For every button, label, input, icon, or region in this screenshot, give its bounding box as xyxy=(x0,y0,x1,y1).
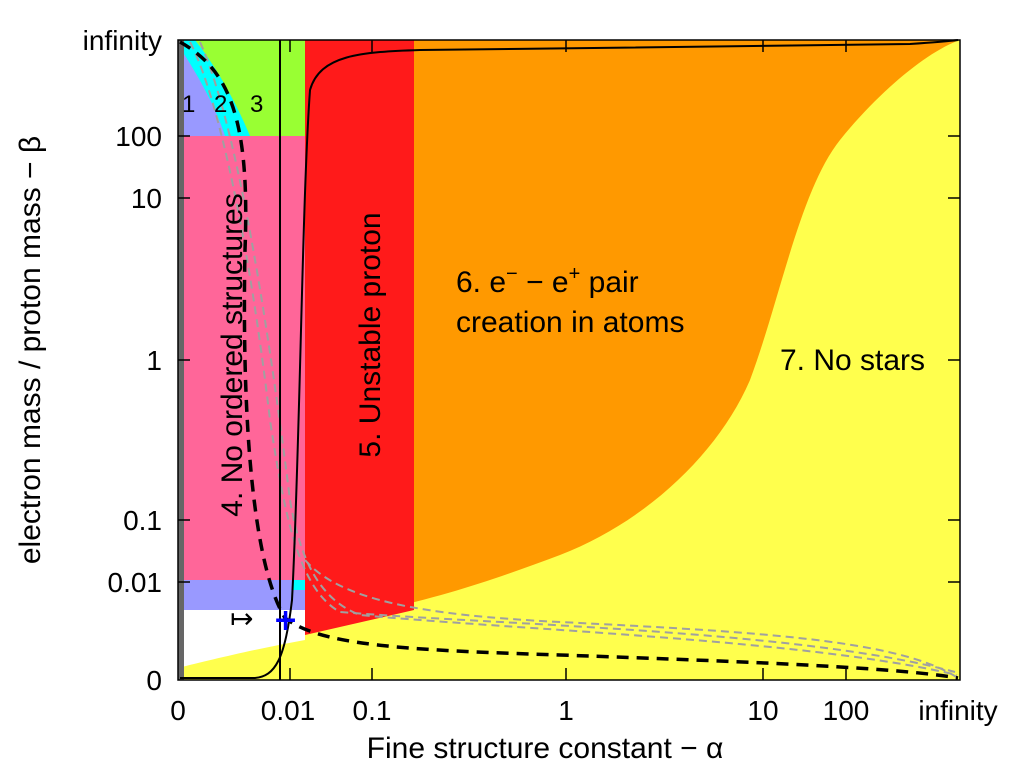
region-5-label: 5. Unstable proton xyxy=(354,212,387,457)
black-dashed-curve xyxy=(179,40,959,680)
x-axis-title: Fine structure constant − α xyxy=(367,732,724,765)
y-tick-label-0.01: 0.01 xyxy=(108,567,163,598)
x-tick-label-infinity: infinity xyxy=(918,695,997,726)
marker-point: + xyxy=(273,603,298,638)
x-tick-label-10: 10 xyxy=(747,695,778,726)
y-tick-label-0.1: 0.1 xyxy=(123,505,162,536)
x-tick-label-0.1: 0.1 xyxy=(353,695,392,726)
region-5-unstable-proton xyxy=(305,40,414,635)
y-tick-label-10: 10 xyxy=(131,183,162,214)
region-2-strip xyxy=(292,580,305,590)
x-tick-label-0.01: 0.01 xyxy=(261,695,316,726)
region-1-strip xyxy=(178,580,305,610)
region-1 xyxy=(178,45,225,136)
y-tick-label-100: 100 xyxy=(115,121,162,152)
y-tick-label-0: 0 xyxy=(146,665,162,696)
x-tick-label-0: 0 xyxy=(170,695,186,726)
region-6-pair-creation xyxy=(305,40,960,625)
marker-arrow: ↦ xyxy=(230,602,253,635)
region-1-label: 1 xyxy=(182,91,195,118)
region-6-label-line2: creation in atoms xyxy=(456,306,684,339)
y-tick-label-1: 1 xyxy=(146,345,162,376)
gray-dashed-curves xyxy=(189,41,959,679)
y-axis-ticks xyxy=(178,135,960,583)
x-axis-ticks xyxy=(289,40,847,680)
region-4-label: 4. No ordered structures xyxy=(216,193,249,516)
region-3-label: 3 xyxy=(250,91,263,118)
black-solid-curve xyxy=(180,39,959,679)
region-2-label: 2 xyxy=(214,91,227,118)
y-axis-title: electron mass / proton mass − β xyxy=(14,136,47,564)
x-tick-label-1: 1 xyxy=(558,695,574,726)
y-tick-label-infinity: infinity xyxy=(83,25,162,56)
region-4-no-ordered-structures xyxy=(178,136,305,580)
white-region xyxy=(178,610,305,668)
x-tick-label-100: 100 xyxy=(823,695,870,726)
region-6-label-line1: 6. e− − e+ pair xyxy=(456,263,639,299)
region-7-label: 7. No stars xyxy=(780,344,925,377)
